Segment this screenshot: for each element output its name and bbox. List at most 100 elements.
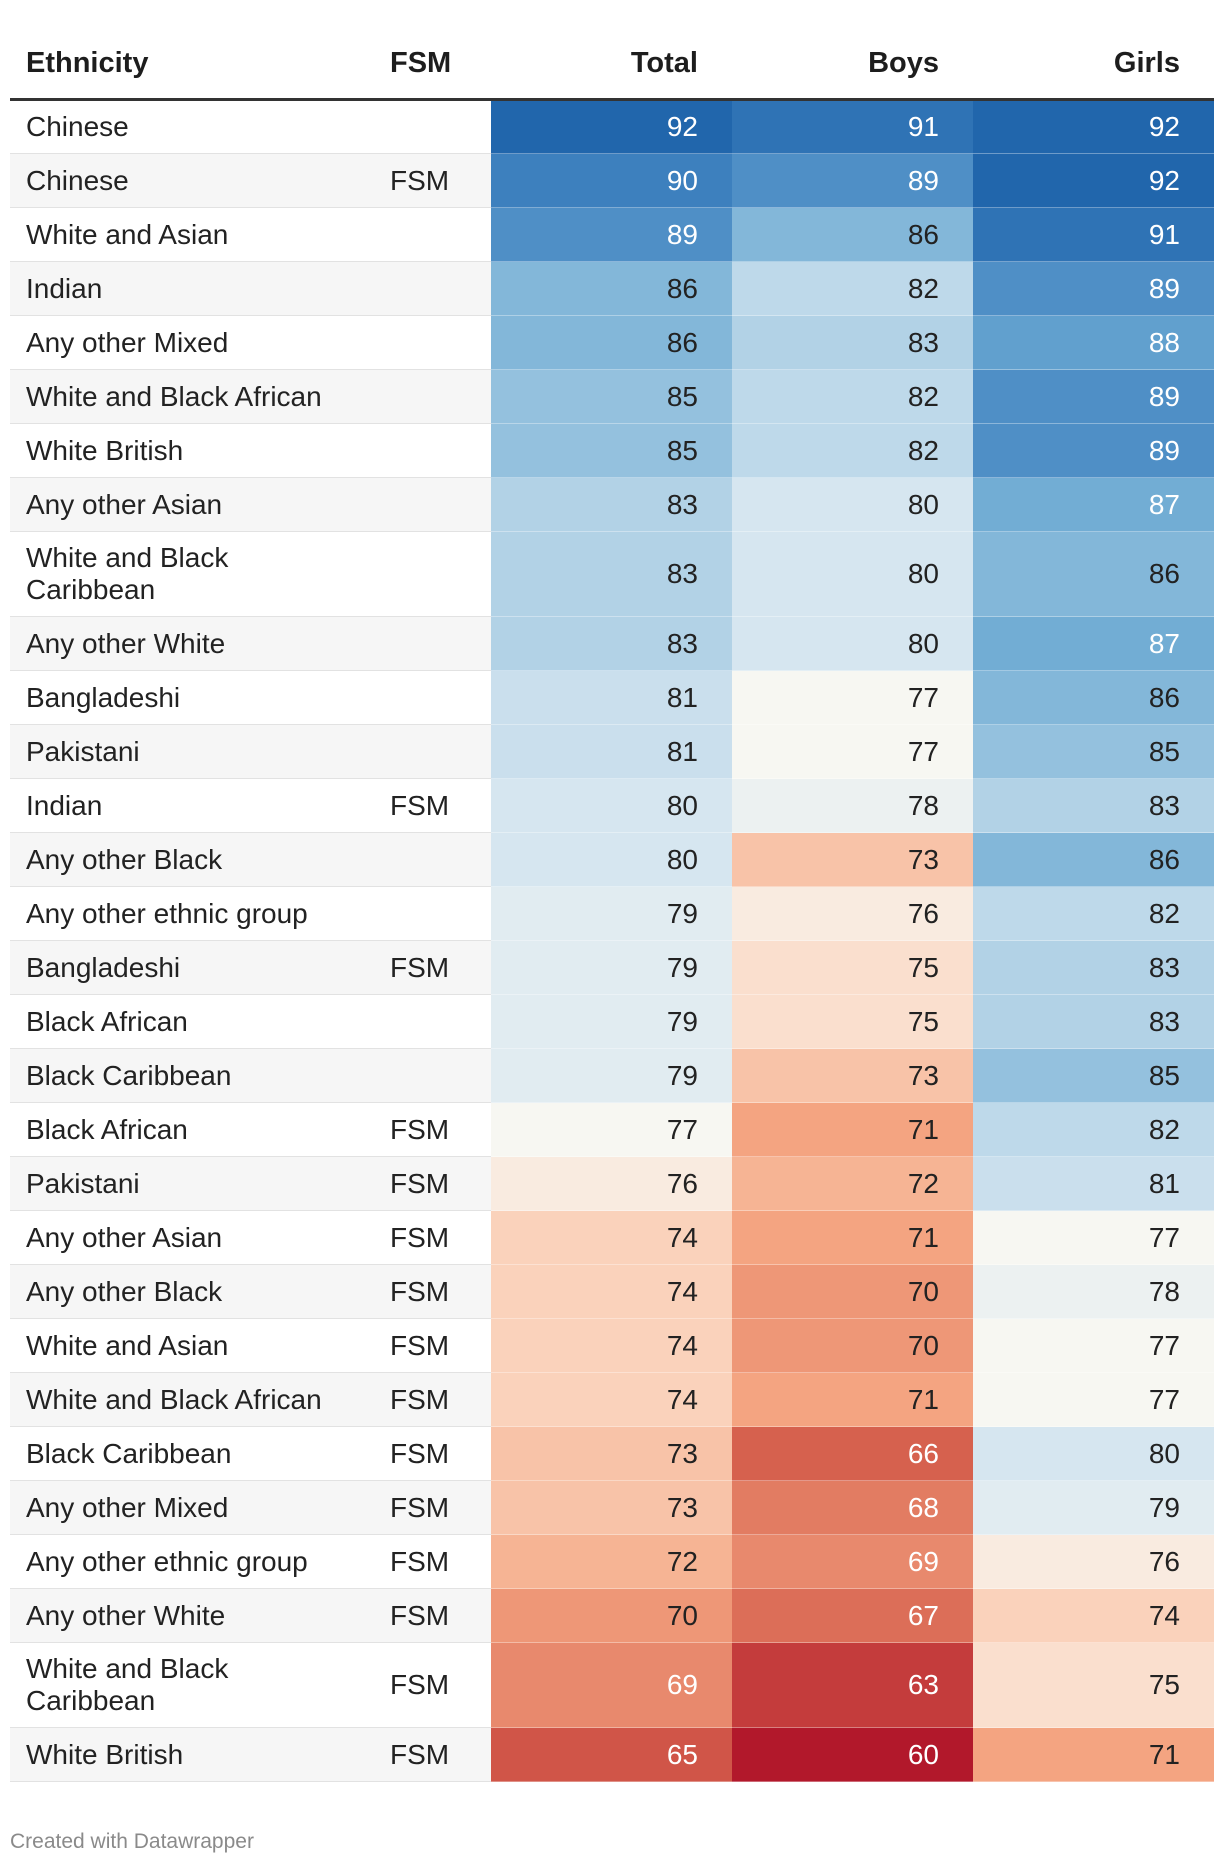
table-row: Any other ethnic group FSM 72 69 76 bbox=[10, 1534, 1214, 1589]
heat-cell-total: 70 bbox=[491, 1588, 732, 1643]
heat-cell-total: 79 bbox=[491, 994, 732, 1049]
cell-ethnicity: Black Caribbean bbox=[10, 1426, 374, 1481]
cell-ethnicity: White and Black African bbox=[10, 369, 374, 424]
cell-ethnicity: White and Asian bbox=[10, 207, 374, 262]
cell-fsm bbox=[374, 832, 491, 887]
cell-fsm: FSM bbox=[374, 153, 491, 208]
table-row: White and Black Caribbean 83 80 86 bbox=[10, 531, 1214, 617]
heat-cell-total: 65 bbox=[491, 1727, 732, 1782]
header-fsm[interactable]: FSM bbox=[374, 28, 491, 101]
heat-cell-total: 81 bbox=[491, 724, 732, 779]
heat-cell-total: 77 bbox=[491, 1102, 732, 1157]
cell-fsm: FSM bbox=[374, 1642, 491, 1728]
heat-cell-boys: 82 bbox=[732, 261, 973, 316]
heat-cell-total: 73 bbox=[491, 1426, 732, 1481]
heat-cell-boys: 75 bbox=[732, 994, 973, 1049]
heat-cell-boys: 82 bbox=[732, 369, 973, 424]
heat-cell-girls: 80 bbox=[973, 1426, 1214, 1481]
cell-fsm bbox=[374, 261, 491, 316]
datawrapper-credit[interactable]: Created with Datawrapper bbox=[10, 1830, 254, 1853]
table-row: White and Asian FSM 74 70 77 bbox=[10, 1318, 1214, 1373]
heat-cell-total: 69 bbox=[491, 1642, 732, 1728]
cell-fsm bbox=[374, 886, 491, 941]
header-ethnicity[interactable]: Ethnicity bbox=[10, 28, 374, 101]
heat-cell-total: 83 bbox=[491, 616, 732, 671]
heat-cell-girls: 92 bbox=[973, 99, 1214, 154]
table-row: Any other White 83 80 87 bbox=[10, 616, 1214, 671]
cell-fsm bbox=[374, 670, 491, 725]
heat-cell-girls: 77 bbox=[973, 1372, 1214, 1427]
heat-cell-girls: 85 bbox=[973, 724, 1214, 779]
header-total[interactable]: Total bbox=[491, 28, 732, 101]
heat-cell-girls: 78 bbox=[973, 1264, 1214, 1319]
heat-cell-total: 83 bbox=[491, 477, 732, 532]
heat-cell-boys: 76 bbox=[732, 886, 973, 941]
table-row: Any other Asian FSM 74 71 77 bbox=[10, 1210, 1214, 1265]
cell-ethnicity: Any other Asian bbox=[10, 1210, 374, 1265]
heat-cell-girls: 83 bbox=[973, 778, 1214, 833]
heat-cell-boys: 77 bbox=[732, 724, 973, 779]
header-girls[interactable]: Girls bbox=[973, 28, 1214, 101]
cell-ethnicity: Any other Black bbox=[10, 832, 374, 887]
table-row: White British FSM 65 60 71 bbox=[10, 1727, 1214, 1782]
cell-ethnicity: Bangladeshi bbox=[10, 670, 374, 725]
heat-cell-girls: 82 bbox=[973, 1102, 1214, 1157]
heat-cell-boys: 71 bbox=[732, 1210, 973, 1265]
heat-cell-total: 73 bbox=[491, 1480, 732, 1535]
table-row: Black African FSM 77 71 82 bbox=[10, 1102, 1214, 1157]
cell-fsm bbox=[374, 724, 491, 779]
heat-cell-total: 72 bbox=[491, 1534, 732, 1589]
cell-fsm: FSM bbox=[374, 778, 491, 833]
heat-cell-total: 85 bbox=[491, 369, 732, 424]
heat-cell-boys: 80 bbox=[732, 616, 973, 671]
heat-cell-girls: 89 bbox=[973, 261, 1214, 316]
heat-cell-total: 86 bbox=[491, 261, 732, 316]
heat-cell-boys: 86 bbox=[732, 207, 973, 262]
heat-cell-total: 90 bbox=[491, 153, 732, 208]
cell-fsm bbox=[374, 994, 491, 1049]
cell-fsm bbox=[374, 315, 491, 370]
table-row: Bangladeshi 81 77 86 bbox=[10, 670, 1214, 725]
table-row: Pakistani 81 77 85 bbox=[10, 724, 1214, 779]
heat-cell-boys: 68 bbox=[732, 1480, 973, 1535]
table-row: White and Black Caribbean FSM 69 63 75 bbox=[10, 1642, 1214, 1728]
heat-cell-boys: 80 bbox=[732, 477, 973, 532]
table-row: White and Black African FSM 74 71 77 bbox=[10, 1372, 1214, 1427]
cell-fsm bbox=[374, 423, 491, 478]
heat-cell-total: 83 bbox=[491, 531, 732, 617]
cell-ethnicity: White and Black African bbox=[10, 1372, 374, 1427]
cell-ethnicity: Chinese bbox=[10, 153, 374, 208]
cell-ethnicity: White and Black Caribbean bbox=[10, 531, 374, 617]
heat-cell-boys: 69 bbox=[732, 1534, 973, 1589]
heat-cell-girls: 89 bbox=[973, 369, 1214, 424]
heat-cell-total: 80 bbox=[491, 832, 732, 887]
heat-cell-boys: 60 bbox=[732, 1727, 973, 1782]
heat-cell-boys: 89 bbox=[732, 153, 973, 208]
table-row: Indian 86 82 89 bbox=[10, 261, 1214, 316]
table-row: Chinese 92 91 92 bbox=[10, 99, 1214, 154]
heat-cell-total: 79 bbox=[491, 886, 732, 941]
heat-cell-boys: 75 bbox=[732, 940, 973, 995]
heat-cell-boys: 80 bbox=[732, 531, 973, 617]
heat-cell-girls: 77 bbox=[973, 1210, 1214, 1265]
cell-ethnicity: Black Caribbean bbox=[10, 1048, 374, 1103]
heat-cell-boys: 83 bbox=[732, 315, 973, 370]
header-boys[interactable]: Boys bbox=[732, 28, 973, 101]
cell-ethnicity: Any other ethnic group bbox=[10, 1534, 374, 1589]
cell-fsm: FSM bbox=[374, 1318, 491, 1373]
cell-ethnicity: White and Asian bbox=[10, 1318, 374, 1373]
heat-cell-girls: 76 bbox=[973, 1534, 1214, 1589]
heat-cell-boys: 66 bbox=[732, 1426, 973, 1481]
heat-cell-boys: 70 bbox=[732, 1318, 973, 1373]
cell-fsm: FSM bbox=[374, 940, 491, 995]
heat-cell-girls: 83 bbox=[973, 994, 1214, 1049]
table-row: Any other Black FSM 74 70 78 bbox=[10, 1264, 1214, 1319]
cell-fsm: FSM bbox=[374, 1480, 491, 1535]
cell-ethnicity: Any other White bbox=[10, 616, 374, 671]
cell-ethnicity: Indian bbox=[10, 778, 374, 833]
cell-ethnicity: Any other Mixed bbox=[10, 315, 374, 370]
heat-cell-total: 85 bbox=[491, 423, 732, 478]
heat-cell-girls: 87 bbox=[973, 616, 1214, 671]
table-body: Chinese 92 91 92 Chinese FSM 90 89 92 White and A… bbox=[10, 99, 1214, 1782]
heat-cell-girls: 75 bbox=[973, 1642, 1214, 1728]
